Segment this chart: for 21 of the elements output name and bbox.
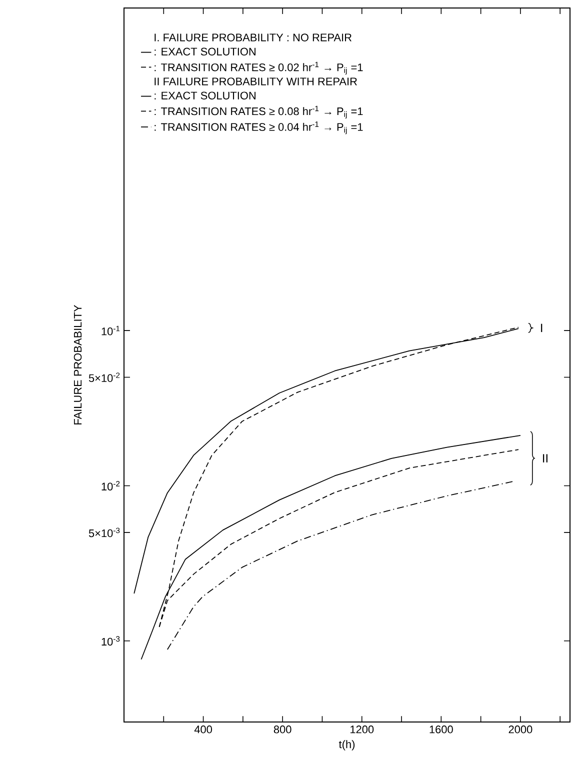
y-tick-label: 10$^{-1}$ [102,326,120,336]
y-axis-title: FAILURE PROBABILITY [74,304,82,424]
x-axis-title: t(h) [338,740,355,750]
x-tick-label: 800 [274,726,292,734]
x-tick-label: 400 [194,726,212,734]
annotation: II [543,454,548,462]
legend-label: : EXACT SOLUTION [154,92,256,100]
annotation: II FAILURE PROBABILITY WITH REPAIR [154,78,357,86]
y-tick-label: 10$^{-2}$ [102,481,120,490]
legend-label: : TRANSITION RATES ≥ 0.08 hr$^{-1}$ → P$_{ij}$ =1 [154,106,363,118]
legend-label: : EXACT SOLUTION [154,48,256,56]
legend-label: : TRANSITION RATES ≥ 0.04 hr$^{-1}$ → P$_{ij}$ =1 [154,122,363,134]
y-tick-label: 5×10$^{-3}$ [88,528,120,538]
annotation: I. FAILURE PROBABILITY : NO REPAIR [154,34,352,42]
x-tick-label: 2000 [508,726,532,734]
annotation: I [541,324,542,332]
legend-label: : TRANSITION RATES ≥ 0.02 hr$^{-1}$ → P$_{ij}$ =1 [154,62,363,74]
x-tick-label: 1600 [430,726,453,734]
y-tick-label: 5×10$^{-2}$ [88,372,120,382]
x-tick-label: 1200 [350,726,374,734]
y-tick-label: 10$^{-3}$ [102,636,120,646]
